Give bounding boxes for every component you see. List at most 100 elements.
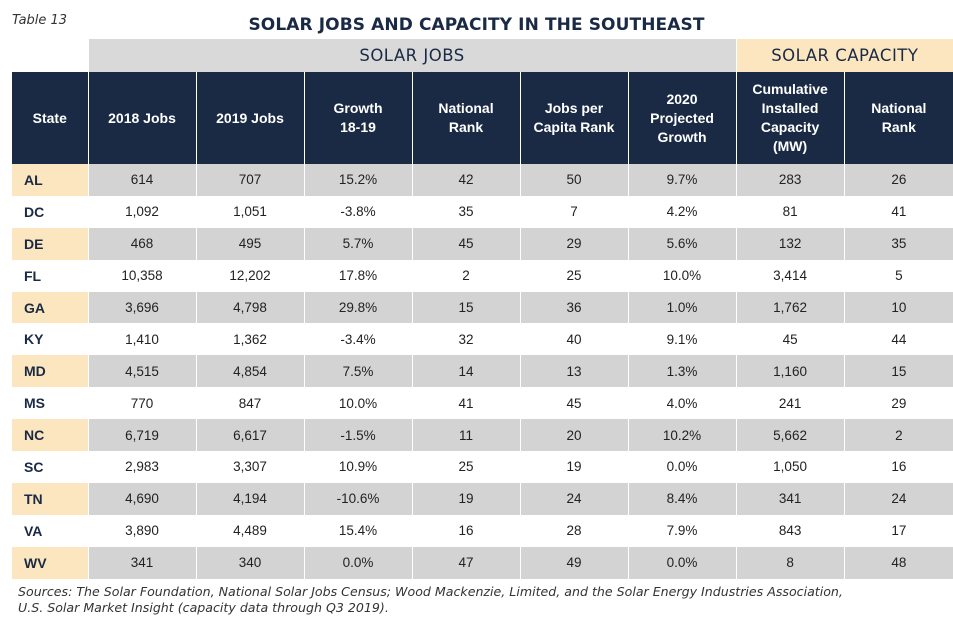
cell-national-rank-jobs: 41 bbox=[411, 387, 520, 420]
cell-cumulative-capacity: 1,762 bbox=[735, 291, 845, 324]
column-header-growth-18-19: Growth 18-19 bbox=[303, 72, 412, 164]
cell-national-rank-jobs: 16 bbox=[411, 514, 520, 547]
state-cell: SC bbox=[12, 451, 88, 483]
cell-jobs-per-capita-rank: 29 bbox=[519, 227, 628, 260]
cell-jobs-per-capita-rank: 50 bbox=[519, 164, 628, 196]
source-note: Sources: The Solar Foundation, National … bbox=[18, 584, 918, 616]
cell-jobs-per-capita-rank: 40 bbox=[519, 323, 628, 356]
cell-2019-jobs: 707 bbox=[195, 164, 304, 196]
cell-national-rank-capacity: 17 bbox=[843, 514, 953, 547]
cell-growth-18-19: 10.0% bbox=[303, 387, 412, 420]
state-cell: DC bbox=[12, 195, 88, 228]
cell-growth-18-19: 15.2% bbox=[303, 164, 412, 196]
state-cell: KY bbox=[12, 323, 88, 356]
cell-2019-jobs: 4,798 bbox=[195, 291, 304, 324]
cell-2018-jobs: 614 bbox=[87, 164, 196, 196]
cell-2019-jobs: 4,194 bbox=[195, 482, 304, 515]
cell-national-rank-jobs: 11 bbox=[411, 419, 520, 452]
table-row: KY 1,410 1,362 -3.4% 32 40 9.1% 45 44 bbox=[12, 323, 953, 356]
cell-2018-jobs: 3,696 bbox=[87, 291, 196, 324]
table-row: SC 2,983 3,307 10.9% 25 19 0.0% 1,050 16 bbox=[12, 451, 953, 483]
cell-2019-jobs: 6,617 bbox=[195, 419, 304, 452]
cell-national-rank-jobs: 19 bbox=[411, 482, 520, 515]
cell-national-rank-capacity: 24 bbox=[843, 482, 953, 515]
cell-jobs-per-capita-rank: 28 bbox=[519, 514, 628, 547]
table-number-label: Table 13 bbox=[12, 13, 68, 28]
cell-2018-jobs: 770 bbox=[87, 387, 196, 420]
cell-growth-18-19: 17.8% bbox=[303, 259, 412, 292]
cell-growth-18-19: 0.0% bbox=[303, 546, 412, 579]
cell-jobs-per-capita-rank: 19 bbox=[519, 451, 628, 483]
table-row: DE 468 495 5.7% 45 29 5.6% 132 35 bbox=[12, 227, 953, 260]
cell-projected-growth-2020: 5.6% bbox=[627, 227, 737, 260]
cell-growth-18-19: 29.8% bbox=[303, 291, 412, 324]
cell-projected-growth-2020: 4.2% bbox=[627, 195, 737, 228]
cell-cumulative-capacity: 283 bbox=[735, 164, 845, 196]
state-cell: MS bbox=[12, 387, 88, 420]
cell-cumulative-capacity: 1,050 bbox=[735, 451, 845, 483]
cell-projected-growth-2020: 4.0% bbox=[627, 387, 737, 420]
column-header-projected-growth-2020: 2020 Projected Growth bbox=[627, 72, 737, 164]
cell-cumulative-capacity: 81 bbox=[735, 195, 845, 228]
cell-cumulative-capacity: 8 bbox=[735, 546, 845, 579]
cell-projected-growth-2020: 1.3% bbox=[627, 355, 737, 388]
cell-2019-jobs: 4,489 bbox=[195, 514, 304, 547]
cell-national-rank-jobs: 45 bbox=[411, 227, 520, 260]
cell-national-rank-capacity: 26 bbox=[843, 164, 953, 196]
cell-growth-18-19: -1.5% bbox=[303, 419, 412, 452]
cell-national-rank-jobs: 25 bbox=[411, 451, 520, 483]
cell-growth-18-19: -3.8% bbox=[303, 195, 412, 228]
cell-2018-jobs: 341 bbox=[87, 546, 196, 579]
column-header-national-rank-jobs: National Rank bbox=[411, 72, 520, 164]
cell-national-rank-capacity: 35 bbox=[843, 227, 953, 260]
cell-national-rank-jobs: 47 bbox=[411, 546, 520, 579]
cell-2018-jobs: 10,358 bbox=[87, 259, 196, 292]
cell-national-rank-jobs: 14 bbox=[411, 355, 520, 388]
state-cell: FL bbox=[12, 259, 88, 292]
cell-jobs-per-capita-rank: 7 bbox=[519, 195, 628, 228]
cell-cumulative-capacity: 1,160 bbox=[735, 355, 845, 388]
column-header-jobs-per-capita-rank: Jobs per Capita Rank bbox=[519, 72, 628, 164]
cell-projected-growth-2020: 9.7% bbox=[627, 164, 737, 196]
cell-national-rank-capacity: 5 bbox=[843, 259, 953, 292]
cell-growth-18-19: 5.7% bbox=[303, 227, 412, 260]
state-cell: GA bbox=[12, 291, 88, 324]
cell-2019-jobs: 340 bbox=[195, 546, 304, 579]
column-header-national-rank-capacity: National Rank bbox=[843, 72, 953, 164]
column-header-cumulative-capacity: Cumulative Installed Capacity (MW) bbox=[735, 72, 845, 164]
table-row: TN 4,690 4,194 -10.6% 19 24 8.4% 341 24 bbox=[12, 482, 953, 515]
cell-2018-jobs: 4,690 bbox=[87, 482, 196, 515]
cell-cumulative-capacity: 132 bbox=[735, 227, 845, 260]
cell-jobs-per-capita-rank: 24 bbox=[519, 482, 628, 515]
cell-national-rank-jobs: 32 bbox=[411, 323, 520, 356]
cell-national-rank-jobs: 2 bbox=[411, 259, 520, 292]
cell-cumulative-capacity: 341 bbox=[735, 482, 845, 515]
group-header-solar-jobs: SOLAR JOBS bbox=[87, 39, 737, 72]
source-line-2: U.S. Solar Market Insight (capacity data… bbox=[18, 600, 389, 615]
cell-jobs-per-capita-rank: 13 bbox=[519, 355, 628, 388]
cell-cumulative-capacity: 5,662 bbox=[735, 419, 845, 452]
cell-national-rank-capacity: 29 bbox=[843, 387, 953, 420]
group-header-blank bbox=[12, 39, 88, 72]
cell-projected-growth-2020: 1.0% bbox=[627, 291, 737, 324]
state-cell: VA bbox=[12, 514, 88, 547]
cell-national-rank-capacity: 15 bbox=[843, 355, 953, 388]
table-row: MD 4,515 4,854 7.5% 14 13 1.3% 1,160 15 bbox=[12, 355, 953, 388]
group-header-solar-capacity: SOLAR CAPACITY bbox=[735, 39, 953, 72]
cell-2018-jobs: 1,410 bbox=[87, 323, 196, 356]
solar-jobs-table: SOLAR JOBS SOLAR CAPACITY State 2018 Jobs… bbox=[12, 39, 953, 579]
cell-cumulative-capacity: 241 bbox=[735, 387, 845, 420]
cell-2019-jobs: 4,854 bbox=[195, 355, 304, 388]
cell-2019-jobs: 495 bbox=[195, 227, 304, 260]
cell-2018-jobs: 3,890 bbox=[87, 514, 196, 547]
table-row: VA 3,890 4,489 15.4% 16 28 7.9% 843 17 bbox=[12, 514, 953, 547]
state-cell: NC bbox=[12, 419, 88, 452]
cell-projected-growth-2020: 9.1% bbox=[627, 323, 737, 356]
cell-2019-jobs: 1,362 bbox=[195, 323, 304, 356]
state-cell: TN bbox=[12, 482, 88, 515]
cell-national-rank-capacity: 44 bbox=[843, 323, 953, 356]
cell-2019-jobs: 12,202 bbox=[195, 259, 304, 292]
table-row: GA 3,696 4,798 29.8% 15 36 1.0% 1,762 10 bbox=[12, 291, 953, 324]
cell-national-rank-capacity: 48 bbox=[843, 546, 953, 579]
cell-2019-jobs: 1,051 bbox=[195, 195, 304, 228]
